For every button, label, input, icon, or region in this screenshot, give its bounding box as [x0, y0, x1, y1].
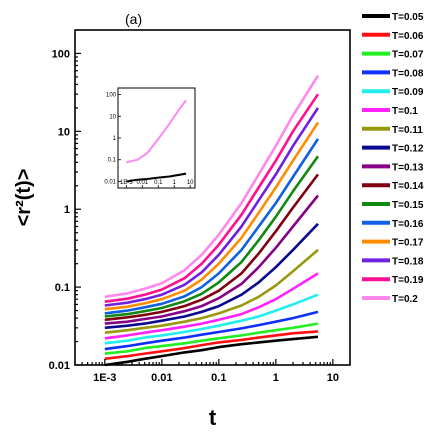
x-tick-label: 10 — [327, 372, 339, 384]
series-line — [104, 121, 320, 311]
x-tick-label: 1E-3 — [93, 372, 116, 384]
legend-label: T=0.07 — [392, 50, 424, 61]
inset-series-line — [126, 99, 187, 164]
inset-y-tick-label: 0.1 — [108, 158, 117, 164]
y-tick-label: 10 — [58, 126, 70, 138]
series-line — [104, 138, 320, 315]
x-tick-label: 0.1 — [211, 372, 226, 384]
inset-y-tick-label: 10 — [109, 114, 116, 120]
series-line — [104, 173, 320, 322]
series-line — [104, 272, 319, 340]
legend: T=0.05 T=0.06 T=0.07 T=0.08 T=0.09 T=0.1 T=0.1… — [362, 12, 424, 305]
inset-x-tick-label: 0.01 — [136, 180, 148, 186]
legend-label: T=0.18 — [392, 256, 424, 267]
legend-label: T=0.16 — [392, 219, 424, 230]
legend-label: T=0.12 — [392, 144, 424, 155]
legend-label: T=0.13 — [392, 162, 424, 173]
series-line — [104, 310, 319, 351]
series-line — [104, 155, 320, 318]
y-tick-label: 0.01 — [49, 360, 70, 372]
series-line — [104, 330, 319, 361]
legend-label: T=0.1 — [392, 106, 418, 117]
legend-label: T=0.15 — [392, 200, 424, 211]
legend-label: T=0.06 — [392, 31, 424, 42]
series-line — [104, 248, 319, 334]
inset-x-tick-label: 0.1 — [154, 180, 163, 186]
legend-label: T=0.2 — [392, 294, 418, 305]
y-tick-label: 100 — [52, 48, 70, 60]
x-tick-label: 0.01 — [151, 372, 172, 384]
x-axis-title: t — [209, 405, 217, 430]
y-tick-label: 0.1 — [55, 282, 70, 294]
legend-label: T=0.19 — [392, 275, 424, 286]
inset-y-tick-label: 1 — [113, 136, 117, 142]
series-line — [104, 335, 319, 367]
series-line — [104, 74, 320, 299]
legend-label: T=0.08 — [392, 68, 424, 79]
legend-label: T=0.05 — [392, 12, 424, 23]
y-tick-label: 1 — [64, 204, 70, 216]
inset-y-tick-label: 100 — [106, 93, 117, 99]
series-line — [104, 293, 319, 345]
series-line — [104, 322, 319, 355]
inset-x-tick-label: 1E-3 — [120, 180, 133, 186]
inset-y-tick-label: 0.01 — [104, 179, 116, 185]
x-tick-label: 1 — [273, 372, 279, 384]
series-line — [104, 194, 320, 325]
legend-label: T=0.14 — [392, 181, 424, 192]
inset-x-tick-label: 10 — [187, 180, 194, 186]
inset-series-line — [126, 172, 187, 183]
panel-label: (a) — [125, 11, 142, 27]
series-layer — [104, 74, 320, 367]
legend-label: T=0.17 — [392, 238, 424, 249]
plot-frame — [74, 29, 351, 366]
series-line — [104, 222, 319, 330]
series-line — [104, 107, 320, 307]
series-line — [104, 93, 320, 303]
legend-label: T=0.09 — [392, 87, 424, 98]
y-axis-title: <r²(t)> — [13, 169, 35, 227]
inset-x-tick-label: 1 — [173, 180, 177, 186]
legend-label: T=0.11 — [392, 125, 423, 136]
